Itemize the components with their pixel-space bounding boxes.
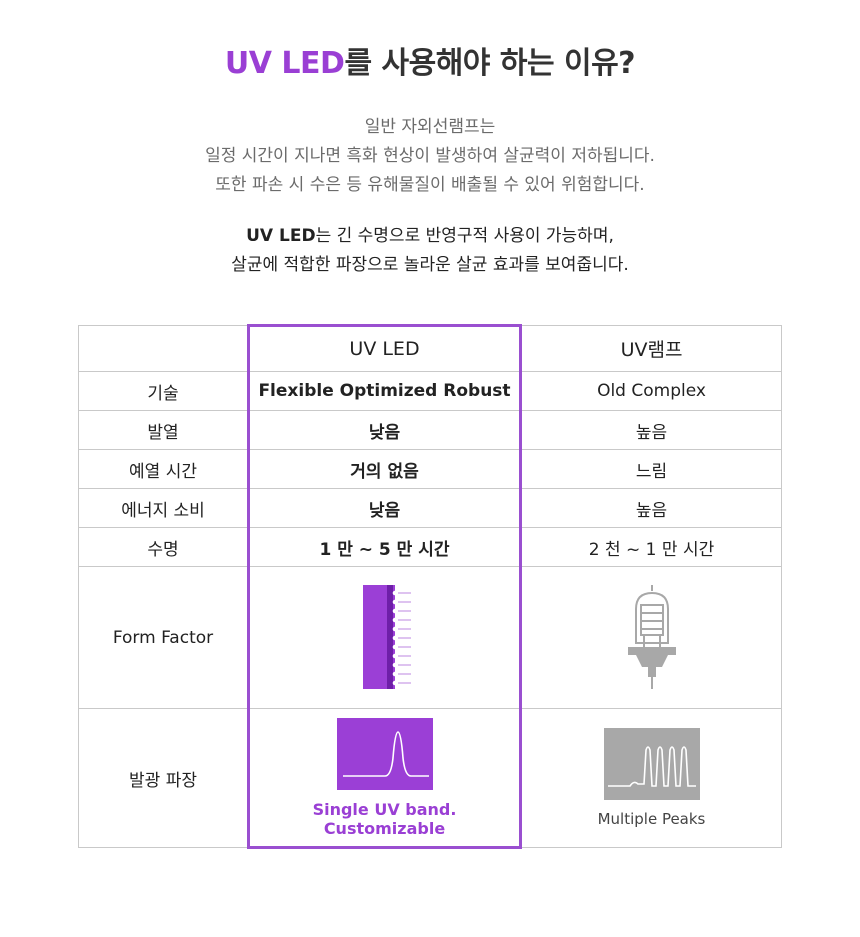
title-rest: 를 사용해야 하는 이유? xyxy=(344,46,636,81)
led-wavelength-cell: Single UV band. Customizable xyxy=(247,708,522,849)
lamp-wave-caption: Multiple Peaks xyxy=(597,810,706,828)
row-lamp-value: 높음 xyxy=(520,410,782,450)
intro-paragraph: 일반 자외선램프는 일정 시간이 지나면 흑화 현상이 발생하여 살균력이 저하… xyxy=(0,113,860,200)
row-label: 에너지 소비 xyxy=(78,488,249,528)
intro-line-3: 또한 파손 시 수은 등 유해물질이 배출될 수 있어 위험합니다. xyxy=(215,175,645,195)
row-led-value: Flexible Optimized Robust xyxy=(247,371,522,411)
row-label: 발열 xyxy=(78,410,249,450)
multi-peak-spectrum-icon xyxy=(603,728,700,800)
form-factor-row: Form Factor xyxy=(78,566,782,709)
uv-lamp-bulb-icon xyxy=(627,584,676,689)
lamp-wavelength-cell: Multiple Peaks xyxy=(520,708,782,848)
single-peak-spectrum-icon xyxy=(336,717,433,790)
table-header-row: UV LED UV램프 xyxy=(78,324,782,372)
lamp-form-factor-cell xyxy=(520,566,782,709)
form-factor-label: Form Factor xyxy=(78,566,249,709)
row-led-value: 낮음 xyxy=(247,488,522,528)
row-led-value: 거의 없음 xyxy=(247,449,522,489)
intro2-rest: 는 긴 수명으로 반영구적 사용이 가능하며, xyxy=(315,226,614,246)
page-title: UV LED를 사용해야 하는 이유? xyxy=(0,38,860,82)
led-wave-caption: Single UV band. Customizable xyxy=(312,799,457,838)
intro2-line-1: UV LED는 긴 수명으로 반영구적 사용이 가능하며, xyxy=(0,222,860,251)
title-accent: UV LED xyxy=(224,46,345,81)
row-label: 예열 시간 xyxy=(78,449,249,489)
header-empty-cell xyxy=(78,325,249,372)
row-lamp-value: 높음 xyxy=(520,488,782,528)
table-row: 기술 Flexible Optimized Robust Old Complex xyxy=(78,371,782,411)
table-row: 에너지 소비 낮음 높음 xyxy=(78,488,782,528)
row-label: 수명 xyxy=(78,527,249,567)
intro-line-1: 일반 자외선램프는 xyxy=(364,117,496,137)
header-uv-lamp: UV램프 xyxy=(520,325,782,372)
row-label: 기술 xyxy=(78,371,249,411)
table-row: 예열 시간 거의 없음 느림 xyxy=(78,449,782,489)
row-led-value: 낮음 xyxy=(247,410,522,450)
table-row: 수명 1 만 ~ 5 만 시간 2 천 ~ 1 만 시간 xyxy=(78,527,782,567)
row-lamp-value: 2 천 ~ 1 만 시간 xyxy=(520,527,782,567)
led-form-factor-cell xyxy=(247,566,522,709)
intro2-line-2: 살균에 적합한 파장으로 놀라운 살균 효과를 보여줍니다. xyxy=(231,255,629,275)
intro2-bold: UV LED xyxy=(246,226,316,246)
header-uv-led: UV LED xyxy=(247,324,522,372)
wavelength-label: 발광 파장 xyxy=(78,708,249,848)
table-row: 발열 낮음 높음 xyxy=(78,410,782,450)
wavelength-row: 발광 파장 Single UV band. Customizable Multi… xyxy=(78,708,782,849)
intro-paragraph-2: UV LED는 긴 수명으로 반영구적 사용이 가능하며, 살균에 적합한 파장… xyxy=(0,222,860,280)
led-strip-icon xyxy=(362,584,411,689)
row-led-value: 1 만 ~ 5 만 시간 xyxy=(247,527,522,567)
row-lamp-value: 느림 xyxy=(520,449,782,489)
comparison-table: UV LED UV램프 기술 Flexible Optimized Robust… xyxy=(78,324,782,849)
intro-line-2: 일정 시간이 지나면 흑화 현상이 발생하여 살균력이 저하됩니다. xyxy=(205,146,655,166)
row-lamp-value: Old Complex xyxy=(520,371,782,411)
